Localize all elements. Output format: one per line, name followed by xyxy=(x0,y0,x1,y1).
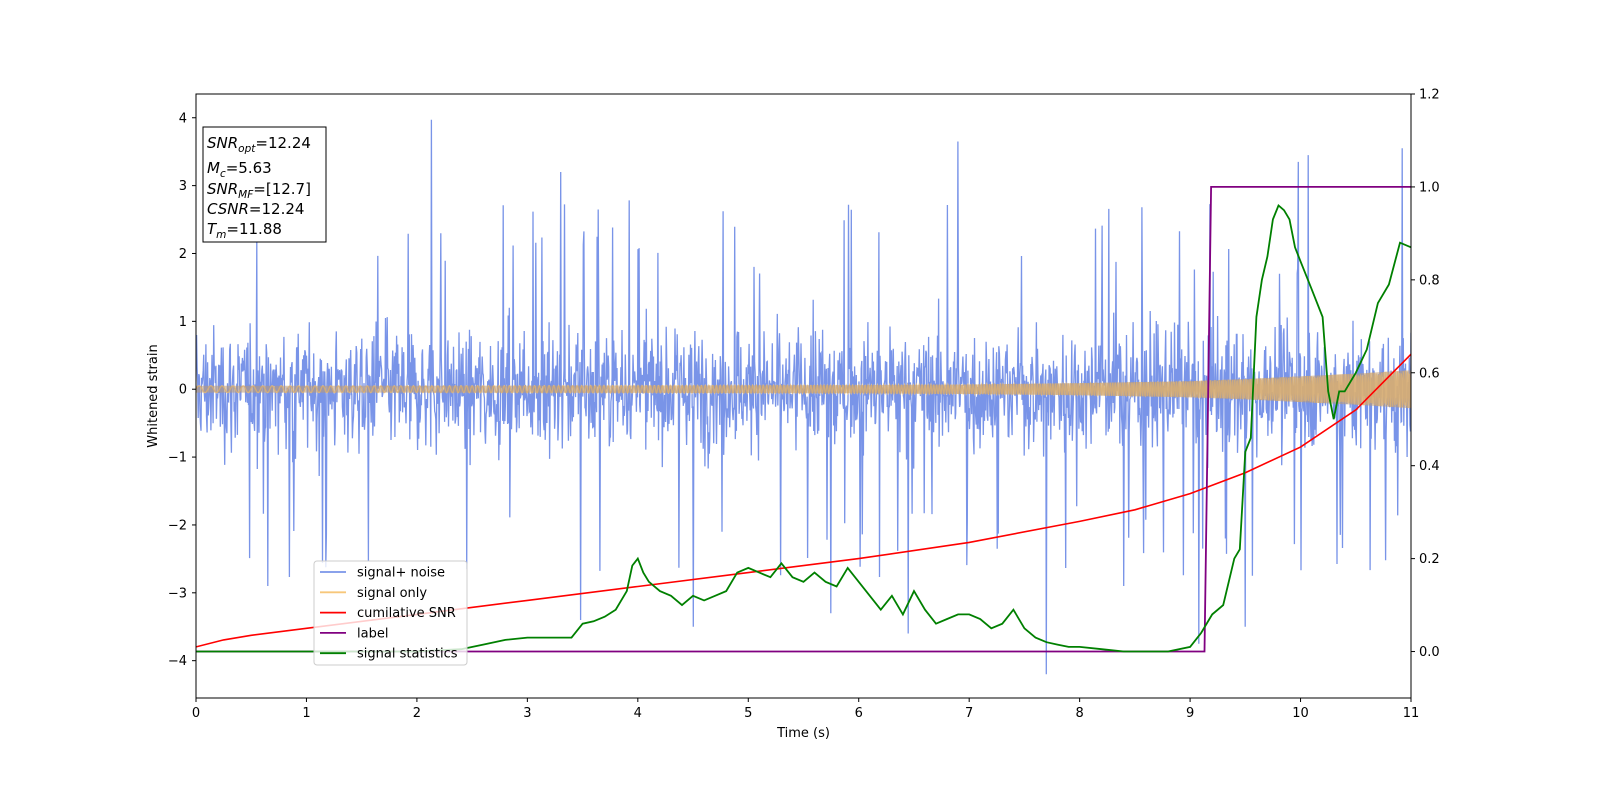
legend-label: signal statistics xyxy=(357,647,458,662)
annotation-line: SNRMF=[12.7] xyxy=(207,180,311,201)
x-tick-label: 7 xyxy=(965,706,973,721)
annotation-value: =[12.7] xyxy=(253,180,311,198)
axes: 0 1 2 3 4 5 6 7 8 9 10 11 −4 −3 −2 −1 0 1 2 3 4 0.0 0.2 0.4 0.6 0… xyxy=(146,88,1440,742)
annotation-subscript: opt xyxy=(238,143,256,155)
plot-area xyxy=(196,119,1411,675)
x-tick-label: 5 xyxy=(744,706,752,721)
annotation-line: Mc=5.63 xyxy=(207,159,272,180)
y-left-tick-label: 3 xyxy=(179,179,187,194)
legend-label: signal only xyxy=(357,586,427,601)
annotation-value: =11.88 xyxy=(226,220,282,238)
x-tick-label: 10 xyxy=(1292,706,1309,721)
y-left-tick-label: 0 xyxy=(179,383,187,398)
annotation-value: =5.63 xyxy=(226,159,272,177)
annotation-variable: T xyxy=(207,220,218,238)
annotation-frame xyxy=(202,126,327,243)
annotation-line: SNRopt=12.24 xyxy=(207,134,311,155)
label-line xyxy=(196,186,1411,653)
annotation-variable: M xyxy=(207,159,220,177)
annotation-subscript: MF xyxy=(238,189,254,201)
annotation-variable: SNR xyxy=(207,134,238,152)
legend: signal+ noise signal only cumilative SNR la… xyxy=(313,560,468,666)
legend-label: label xyxy=(357,626,388,641)
x-axis-label: Time (s) xyxy=(776,726,830,741)
y-left-tick-label: −2 xyxy=(168,518,187,533)
annotation-value: =12.24 xyxy=(255,134,311,152)
annotation-subscript: c xyxy=(220,168,226,180)
signal-only-band xyxy=(196,370,1411,409)
x-tick-label: 4 xyxy=(634,706,642,721)
y-left-tick-label: −3 xyxy=(168,586,187,601)
annotation-subscript: m xyxy=(216,229,226,241)
x-tick-label: 6 xyxy=(855,706,863,721)
x-tick-label: 3 xyxy=(523,706,531,721)
legend-label: cumilative SNR xyxy=(357,606,456,621)
y-right-tick-label: 1.2 xyxy=(1419,88,1440,103)
legend-frame xyxy=(313,560,468,666)
y-right-tick-label: 0.4 xyxy=(1419,459,1440,474)
annotation-line: CSNR=12.24 xyxy=(207,200,304,218)
y-right-tick-label: 0.6 xyxy=(1419,366,1440,381)
x-tick-label: 0 xyxy=(192,706,200,721)
x-tick-label: 2 xyxy=(413,706,421,721)
annotation-value: =12.24 xyxy=(249,200,305,218)
signal-statistics-line xyxy=(196,204,1411,653)
y-left-tick-label: 1 xyxy=(179,315,187,330)
plot-frame xyxy=(195,93,1412,699)
y-left-tick-label: 2 xyxy=(179,247,187,262)
annotation-variable: SNR xyxy=(207,180,238,198)
y-right-tick-label: 0.8 xyxy=(1419,273,1440,288)
y-left-tick-label: −4 xyxy=(168,654,187,669)
cumulative-snr-line xyxy=(196,353,1411,648)
y-right-tick-label: 0.2 xyxy=(1419,552,1440,567)
x-tick-label: 11 xyxy=(1403,706,1420,721)
x-tick-label: 8 xyxy=(1075,706,1083,721)
legend-label: signal+ noise xyxy=(357,566,445,581)
x-tick-label: 9 xyxy=(1186,706,1194,721)
annotation-line: Tm=11.88 xyxy=(207,220,282,241)
y-axis-label: Whitened strain xyxy=(146,344,161,447)
annotation-variable: CSNR xyxy=(207,200,249,218)
x-tick-label: 1 xyxy=(302,706,310,721)
y-right-tick-label: 1.0 xyxy=(1419,180,1440,195)
y-right-tick-label: 0.0 xyxy=(1419,645,1440,660)
y-left-tick-label: −1 xyxy=(168,451,187,466)
stats-annotation-box: SNRopt=12.24Mc=5.63SNRMF=[12.7]CSNR=12.2… xyxy=(202,126,327,243)
y-left-tick-label: 4 xyxy=(179,111,187,126)
